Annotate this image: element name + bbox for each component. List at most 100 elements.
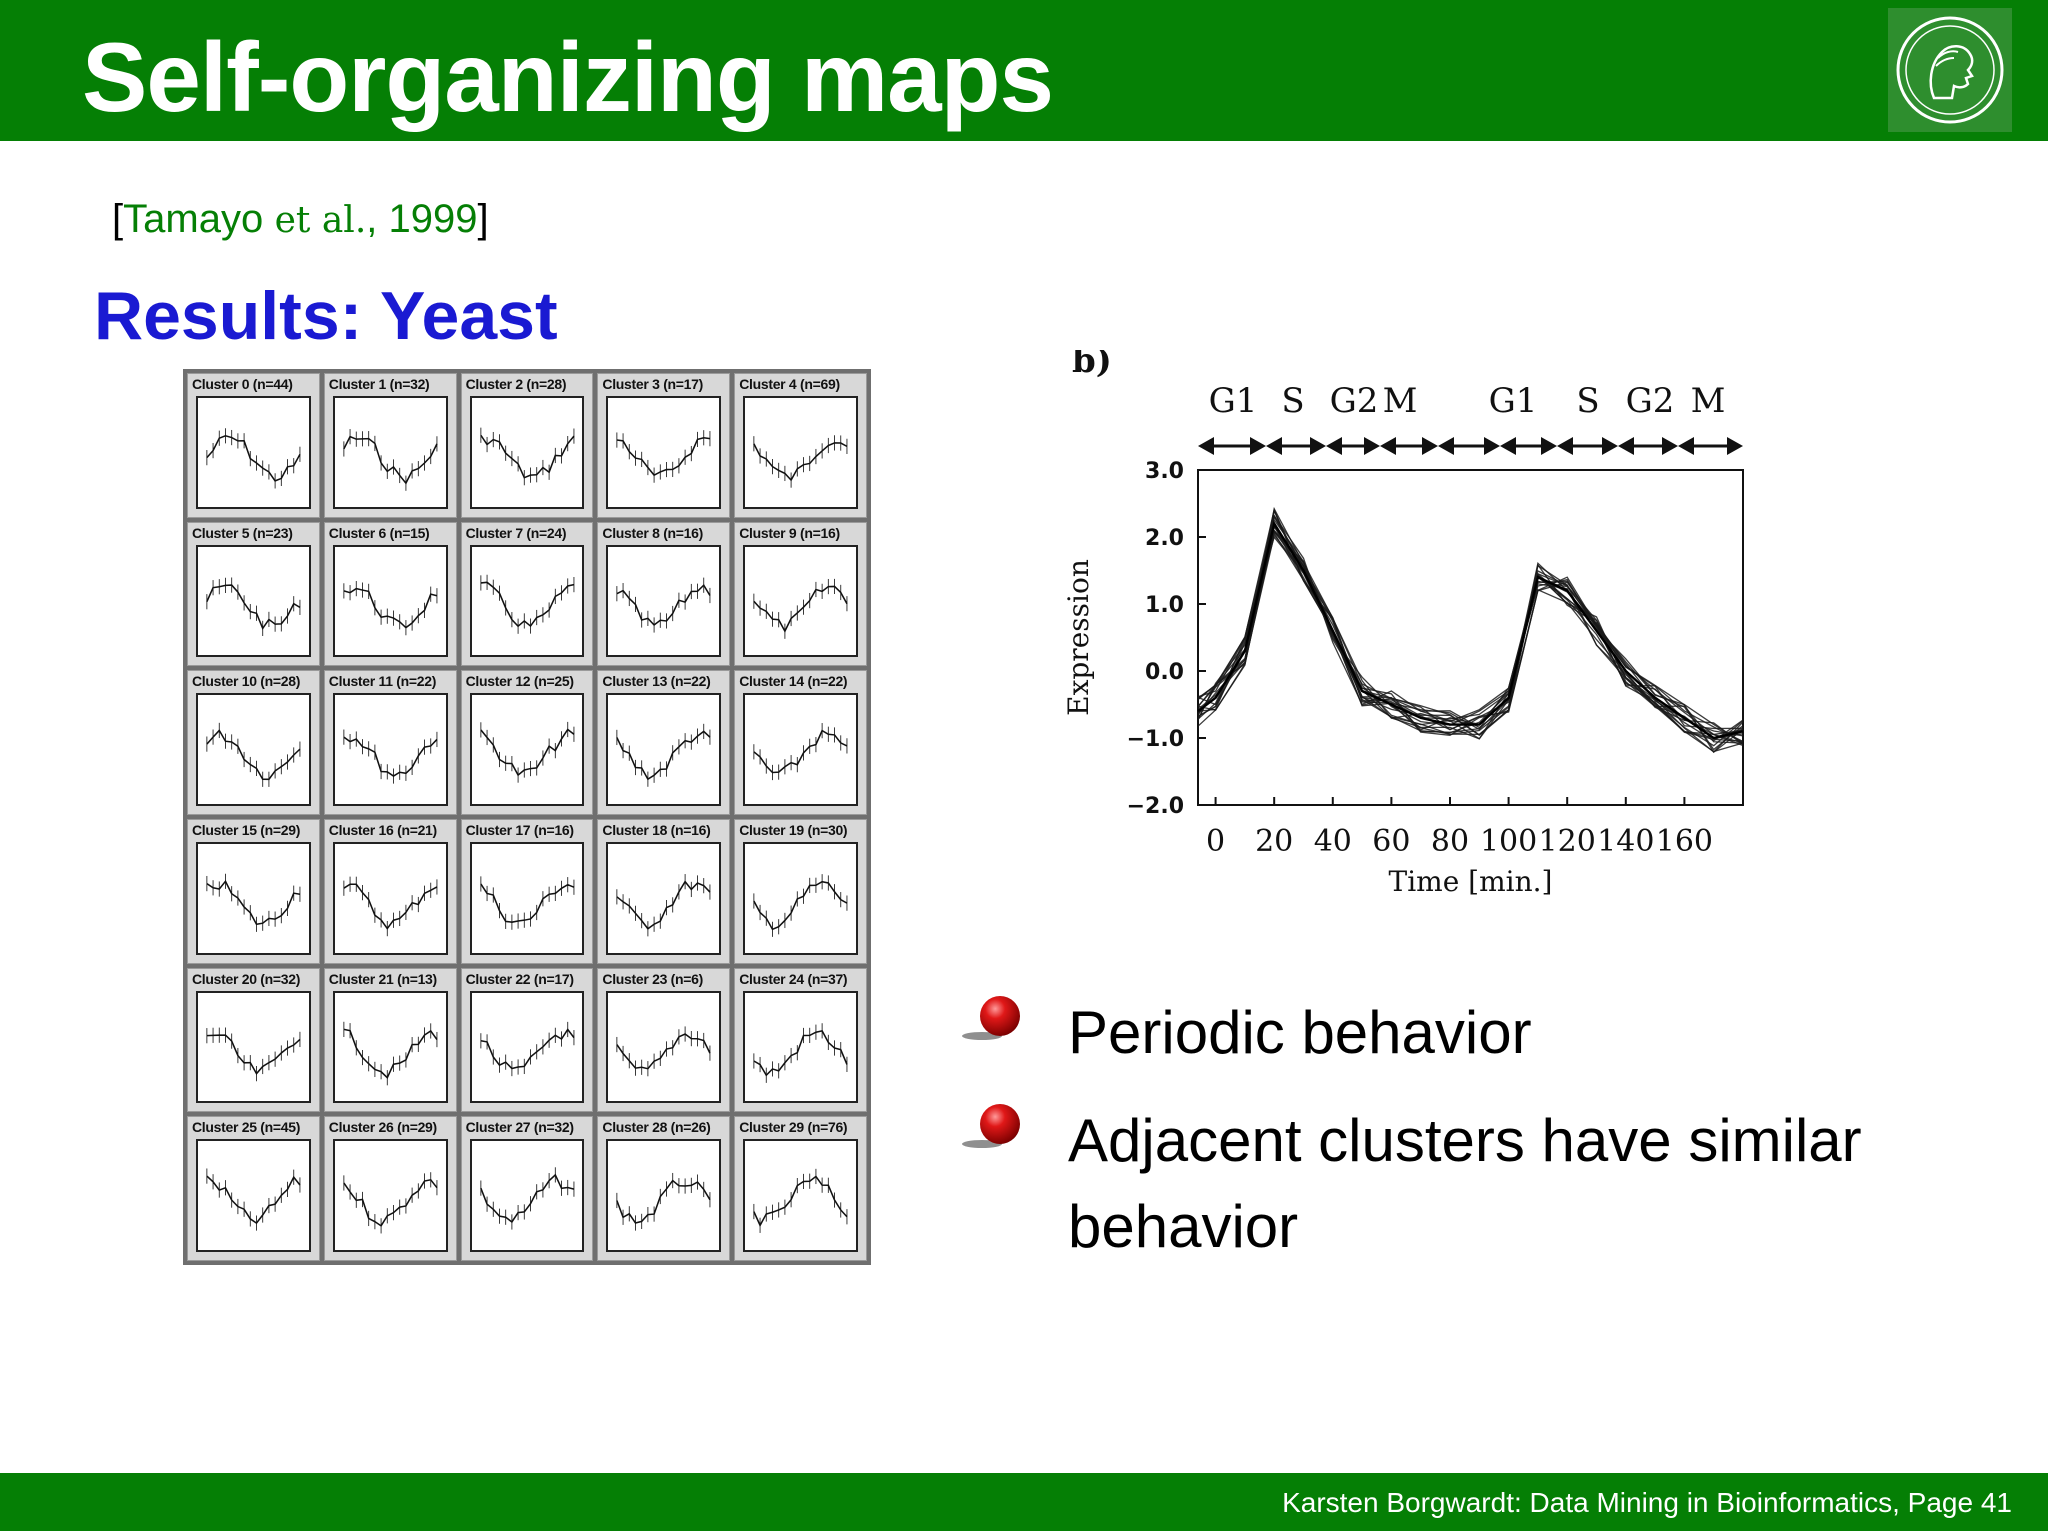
cluster-panel: Cluster 5 (n=23) (187, 521, 320, 667)
cluster-mini-plot (469, 990, 585, 1104)
citation-author-link[interactable]: Tamayo (123, 197, 264, 241)
bullet-text: Adjacent clusters have similar behavior (1068, 1107, 1862, 1260)
cluster-panel: Cluster 25 (n=45) (187, 1116, 320, 1261)
cluster-mini-plot (606, 544, 722, 658)
cluster-mini-plot (606, 1139, 722, 1252)
cluster-trace (616, 583, 711, 626)
cluster-panel: Cluster 27 (n=32) (460, 1116, 594, 1261)
cluster-panel: Cluster 22 (n=17) (460, 967, 594, 1113)
phase-arrow-head (1266, 437, 1282, 455)
cluster-mini-plot-svg (616, 1026, 712, 1076)
cluster-label: Cluster 16 (n=21) (328, 822, 437, 838)
phase-arrow-head (1662, 437, 1678, 455)
phase-arrow-head (1422, 437, 1438, 455)
cluster-panel: Cluster 10 (n=28) (187, 670, 320, 815)
cluster-trace (343, 883, 438, 930)
cluster-mini-plot (743, 842, 858, 955)
cluster-trace (479, 1173, 574, 1224)
cluster-trace (206, 1175, 301, 1225)
phase-arrow-head (1727, 437, 1743, 455)
cluster-mini-plot-svg (206, 428, 301, 489)
cluster-panel: Cluster 4 (n=69) (734, 373, 867, 518)
cluster-trace (753, 1175, 848, 1228)
cluster-label: Cluster 7 (n=24) (465, 524, 567, 541)
cluster-trace (753, 880, 848, 931)
x-tick-label: 100 (1480, 824, 1537, 859)
cluster-panel: Cluster 9 (n=16) (734, 521, 867, 667)
x-tick-label: 160 (1656, 824, 1713, 859)
phase-arrow-head (1541, 437, 1557, 455)
y-tick-label: 2.0 (1145, 526, 1184, 551)
phase-arrow-head (1310, 437, 1326, 455)
x-tick-label: 120 (1539, 824, 1596, 859)
cluster-trace (206, 729, 301, 781)
cluster-trace (206, 435, 301, 482)
cluster-mini-plot-svg (206, 1168, 301, 1232)
cluster-label: Cluster 5 (n=23) (192, 524, 293, 541)
phase-label: G1 (1209, 381, 1258, 421)
y-tick-label: −2.0 (1127, 794, 1184, 819)
slide-header: Self-organizing maps (0, 0, 2048, 141)
cluster-mini-plot-svg (479, 876, 574, 930)
red-ball-bullet-icon (960, 994, 1022, 1044)
expression-chart: b) G1 S G2 M G1 S G2 M 3.0 2.0 1.0 0.0 −1.0 −2.0 0 20 40 6… (1050, 350, 1770, 910)
cluster-panel: Cluster 29 (n=76) (734, 1116, 867, 1261)
red-ball-bullet-icon (960, 1102, 1022, 1152)
cluster-label: Cluster 24 (n=37) (739, 970, 848, 987)
cluster-mini-plot (743, 544, 858, 658)
cluster-mini-plot-svg (479, 427, 575, 486)
cluster-mini-plot (743, 990, 858, 1104)
cluster-panel: Cluster 14 (n=22) (734, 670, 867, 815)
y-tick-label: 3.0 (1145, 459, 1184, 484)
cluster-mini-plot (743, 1139, 858, 1252)
expression-trace (1197, 530, 1744, 742)
cluster-mini-plot-svg (616, 430, 711, 483)
cluster-panel: Cluster 15 (n=29) (187, 819, 320, 964)
cluster-mini-plot (332, 842, 448, 955)
cluster-label: Cluster 15 (n=29) (192, 822, 301, 838)
cluster-mini-plot-svg (616, 874, 711, 937)
cluster-label: Cluster 20 (n=32) (192, 970, 301, 987)
slide-title: Self-organizing maps (82, 22, 1054, 132)
cluster-trace (480, 581, 574, 627)
cluster-mini-plot (332, 693, 448, 806)
cluster-trace (617, 436, 711, 477)
cluster-mini-plot-svg (343, 1021, 438, 1085)
cluster-panel: Cluster 12 (n=25) (460, 670, 594, 815)
phase-label: M (1691, 381, 1726, 421)
cluster-panel: Cluster 8 (n=16) (597, 521, 731, 667)
cluster-trace (343, 1179, 438, 1228)
cluster-trace (616, 1179, 711, 1225)
cluster-trace (342, 435, 438, 485)
cluster-mini-plot-svg (616, 724, 711, 788)
phase-arrow-head (1438, 437, 1454, 455)
phase-label: S (1281, 381, 1304, 421)
cluster-panel: Cluster 17 (n=16) (460, 819, 594, 964)
cluster-label: Cluster 6 (n=15) (328, 524, 430, 541)
cluster-label: Cluster 18 (n=16) (602, 822, 711, 838)
cluster-label: Cluster 22 (n=17) (465, 970, 574, 987)
phase-arrow-head (1250, 437, 1266, 455)
cluster-mini-plot-svg (753, 874, 848, 937)
citation-year[interactable]: , 1999 (366, 197, 478, 241)
cluster-mini-plot (469, 544, 585, 658)
cluster-mini-plot-svg (616, 577, 711, 633)
cluster-trace (753, 442, 848, 482)
expression-chart-svg: b)G1 S G2 M G1 S G2 M3.02.01.00.0−1.0−2.00 20 40 6… (1062, 350, 1744, 898)
cluster-panel: Cluster 1 (n=32) (323, 373, 457, 518)
cluster-panel: Cluster 11 (n=22) (323, 670, 457, 815)
cluster-mini-plot (743, 396, 858, 509)
cluster-label: Cluster 14 (n=22) (739, 673, 848, 690)
x-tick-label: 20 (1255, 824, 1293, 859)
cluster-panel: Cluster 3 (n=17) (597, 373, 731, 518)
cluster-label: Cluster 23 (n=6) (602, 970, 704, 987)
x-axis-label: Time [min.] (1389, 865, 1553, 898)
citation-bracket-close: ] (477, 197, 489, 241)
phase-label: G1 (1489, 381, 1538, 421)
citation-etal: et al. (263, 200, 367, 241)
cluster-trace (616, 1032, 712, 1070)
cluster-panel: Cluster 23 (n=6) (597, 967, 731, 1113)
cluster-mini-plot (469, 842, 585, 955)
cluster-mini-plot (332, 396, 448, 509)
cluster-trace (753, 729, 848, 774)
